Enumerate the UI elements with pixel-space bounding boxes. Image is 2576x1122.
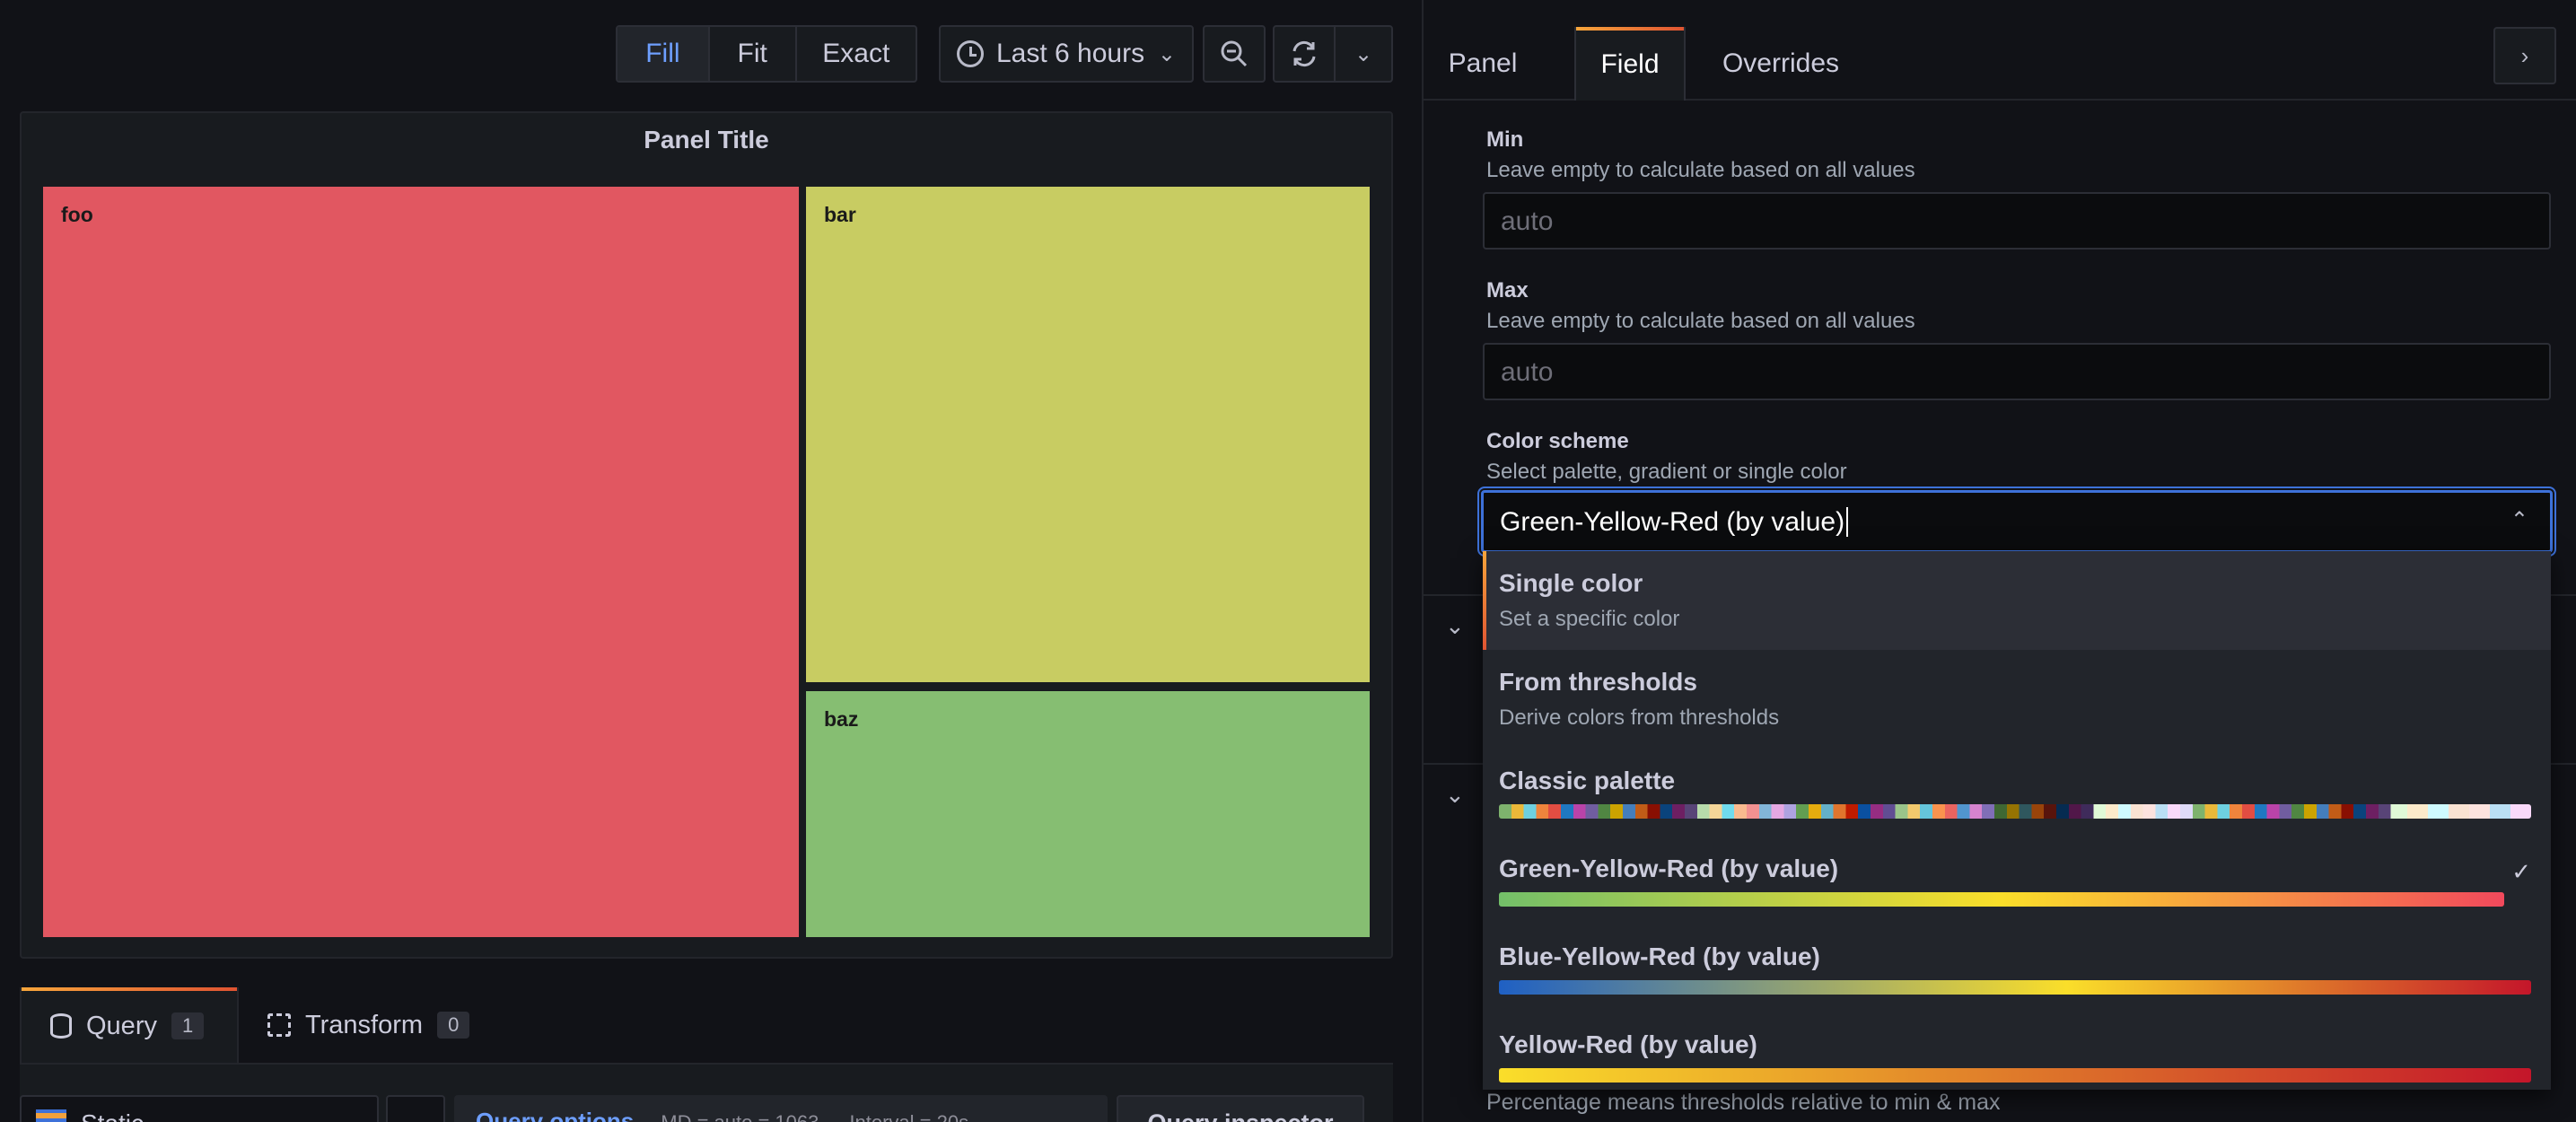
treemap-panel: Panel Title foo bar baz xyxy=(20,111,1393,959)
color-scheme-menu: Single color Set a specific color From t… xyxy=(1483,551,2551,1090)
refresh-button[interactable] xyxy=(1273,25,1336,83)
option-description: Derive colors from thresholds xyxy=(1499,706,1780,730)
tab-label: Transform xyxy=(305,1010,424,1039)
editor-tabs: Panel Field Overrides › xyxy=(1424,0,2576,101)
min-input[interactable]: auto xyxy=(1483,192,2551,250)
classic-palette-swatch xyxy=(1499,804,2531,819)
max-label: Max xyxy=(1486,278,1529,302)
color-scheme-description: Select palette, gradient or single color xyxy=(1486,460,1847,484)
option-single-color[interactable]: Single color Set a specific color xyxy=(1483,551,2551,650)
query-tabs: Query 1 Transform 0 xyxy=(20,987,508,1063)
thresholds-footnote: Percentage means thresholds relative to … xyxy=(1486,1090,2001,1115)
text-cursor xyxy=(1846,507,1849,537)
query-options-label: Query options xyxy=(476,1108,635,1122)
zoom-out-icon xyxy=(1221,40,1248,67)
query-toolbar: Static Query options MD = auto = 1063 Inte… xyxy=(20,1063,1393,1122)
zoom-out-button[interactable] xyxy=(1203,25,1266,83)
gradient-swatch xyxy=(1499,1068,2531,1083)
fill-button[interactable]: Fill xyxy=(618,27,710,81)
panel-title[interactable]: Panel Title xyxy=(644,126,769,153)
time-range-label: Last 6 hours xyxy=(996,39,1145,68)
option-title: Green-Yellow-Red (by value) xyxy=(1499,855,1839,882)
treemap-tile-bar[interactable]: bar xyxy=(806,187,1370,682)
chevron-down-icon[interactable]: ⌄ xyxy=(1445,781,1465,808)
tile-label: baz xyxy=(824,707,859,731)
refresh-interval-dropdown[interactable]: ⌄ xyxy=(1334,25,1393,83)
panel-editor-preview: Fill Fit Exact Last 6 hours ⌄ ⌄ Panel Ti… xyxy=(20,25,1393,1122)
option-description: Set a specific color xyxy=(1499,607,1680,631)
datasource-select[interactable]: Static xyxy=(20,1095,379,1122)
chevron-right-icon: › xyxy=(2520,41,2529,69)
option-title: Blue-Yellow-Red (by value) xyxy=(1499,942,1820,970)
option-title: From thresholds xyxy=(1499,668,1697,696)
tab-field[interactable]: Field xyxy=(1574,27,1686,101)
chevron-down-icon[interactable]: ⌄ xyxy=(1445,612,1465,639)
fit-button[interactable]: Fit xyxy=(710,27,797,81)
color-scheme-value: Green-Yellow-Red (by value) xyxy=(1500,507,1845,537)
option-green-yellow-red[interactable]: Green-Yellow-Red (by value) ✓ xyxy=(1483,837,2551,925)
max-input[interactable]: auto xyxy=(1483,343,2551,400)
gradient-swatch xyxy=(1499,980,2531,995)
treemap-tile-baz[interactable]: baz xyxy=(806,691,1370,937)
chevron-up-icon: ⌃ xyxy=(2510,508,2528,532)
clock-icon xyxy=(957,40,984,67)
max-description: Leave empty to calculate based on all va… xyxy=(1486,309,1915,333)
help-button[interactable] xyxy=(386,1095,445,1122)
treemap-tile-foo[interactable]: foo xyxy=(43,187,799,937)
tab-label: Query xyxy=(86,1011,157,1040)
min-label: Min xyxy=(1486,127,1524,152)
count-badge: 1 xyxy=(171,1012,205,1039)
color-scheme-label: Color scheme xyxy=(1486,429,1629,453)
query-inspector-button[interactable]: Query inspector xyxy=(1117,1095,1364,1122)
collapse-pane-button[interactable]: › xyxy=(2493,27,2556,84)
option-blue-yellow-red[interactable]: Blue-Yellow-Red (by value) xyxy=(1483,925,2551,1012)
option-from-thresholds[interactable]: From thresholds Derive colors from thres… xyxy=(1483,650,2551,749)
option-title: Single color xyxy=(1499,569,1643,597)
tile-label: bar xyxy=(824,203,856,226)
tab-query[interactable]: Query 1 xyxy=(20,987,239,1063)
tab-overrides[interactable]: Overrides xyxy=(1722,48,1840,78)
chevron-down-icon: ⌄ xyxy=(1354,41,1373,66)
option-classic-palette[interactable]: Classic palette xyxy=(1483,749,2551,837)
refresh-icon xyxy=(1292,40,1316,67)
max-data-points: MD = auto = 1063 xyxy=(661,1111,819,1122)
option-title: Yellow-Red (by value) xyxy=(1499,1030,1757,1058)
tile-label: foo xyxy=(61,203,93,226)
fit-mode-group: Fill Fit Exact xyxy=(616,25,917,83)
option-yellow-red[interactable]: Yellow-Red (by value) xyxy=(1483,1012,2551,1090)
color-scheme-select[interactable]: Green-Yellow-Red (by value) ⌃ xyxy=(1481,490,2553,553)
option-title: Classic palette xyxy=(1499,767,1676,794)
time-range-picker[interactable]: Last 6 hours ⌄ xyxy=(939,25,1194,83)
check-icon: ✓ xyxy=(2511,858,2531,885)
chevron-down-icon: ⌄ xyxy=(1157,41,1176,66)
min-description: Leave empty to calculate based on all va… xyxy=(1486,158,1915,182)
query-options[interactable]: Query options MD = auto = 1063 Interval = … xyxy=(454,1095,1108,1122)
tab-transform[interactable]: Transform 0 xyxy=(239,987,508,1063)
tab-panel[interactable]: Panel xyxy=(1448,48,1518,78)
exact-button[interactable]: Exact xyxy=(822,39,890,68)
transform-icon xyxy=(267,1013,291,1037)
interval-value: Interval = 20s xyxy=(849,1111,968,1122)
gradient-swatch xyxy=(1499,892,2504,907)
database-icon xyxy=(50,1013,72,1039)
count-badge: 0 xyxy=(437,1012,470,1039)
options-pane: Panel Field Overrides › Min Leave empty … xyxy=(1422,0,2576,1122)
